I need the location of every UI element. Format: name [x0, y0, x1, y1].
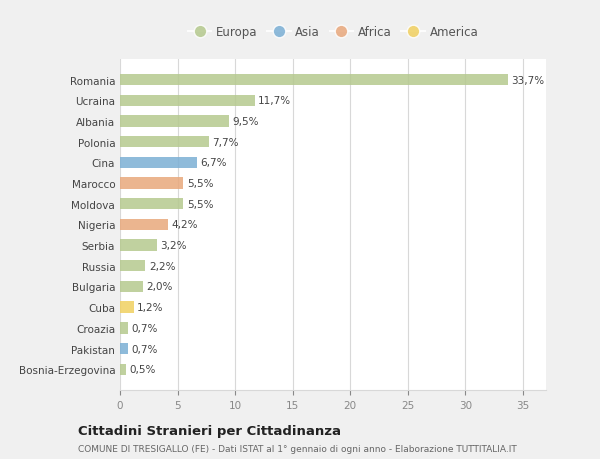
Text: 9,5%: 9,5% [233, 117, 259, 127]
Bar [120, 219, 169, 230]
Bar [120, 199, 184, 210]
Bar [120, 75, 508, 86]
Text: 1,2%: 1,2% [137, 302, 164, 313]
Text: 11,7%: 11,7% [258, 96, 291, 106]
Text: 33,7%: 33,7% [511, 75, 545, 85]
Bar [120, 281, 143, 292]
Text: 5,5%: 5,5% [187, 179, 213, 189]
Bar [120, 261, 145, 272]
Bar [120, 302, 134, 313]
Text: 5,5%: 5,5% [187, 199, 213, 209]
Text: 2,0%: 2,0% [146, 282, 173, 292]
Text: 3,2%: 3,2% [160, 241, 187, 251]
Bar [120, 240, 157, 251]
Text: 6,7%: 6,7% [200, 158, 227, 168]
Text: 4,2%: 4,2% [172, 220, 199, 230]
Text: 7,7%: 7,7% [212, 137, 239, 147]
Bar [120, 137, 209, 148]
Text: 0,7%: 0,7% [131, 323, 158, 333]
Bar [120, 178, 184, 189]
Text: Cittadini Stranieri per Cittadinanza: Cittadini Stranieri per Cittadinanza [78, 424, 341, 437]
Text: 2,2%: 2,2% [149, 261, 175, 271]
Bar [120, 95, 255, 106]
Bar [120, 364, 126, 375]
Bar [120, 116, 229, 127]
Bar [120, 157, 197, 168]
Text: 0,5%: 0,5% [129, 364, 155, 375]
Bar [120, 343, 128, 354]
Legend: Europa, Asia, Africa, America: Europa, Asia, Africa, America [188, 26, 478, 39]
Bar [120, 323, 128, 334]
Text: 0,7%: 0,7% [131, 344, 158, 354]
Text: COMUNE DI TRESIGALLO (FE) - Dati ISTAT al 1° gennaio di ogni anno - Elaborazione: COMUNE DI TRESIGALLO (FE) - Dati ISTAT a… [78, 444, 517, 453]
